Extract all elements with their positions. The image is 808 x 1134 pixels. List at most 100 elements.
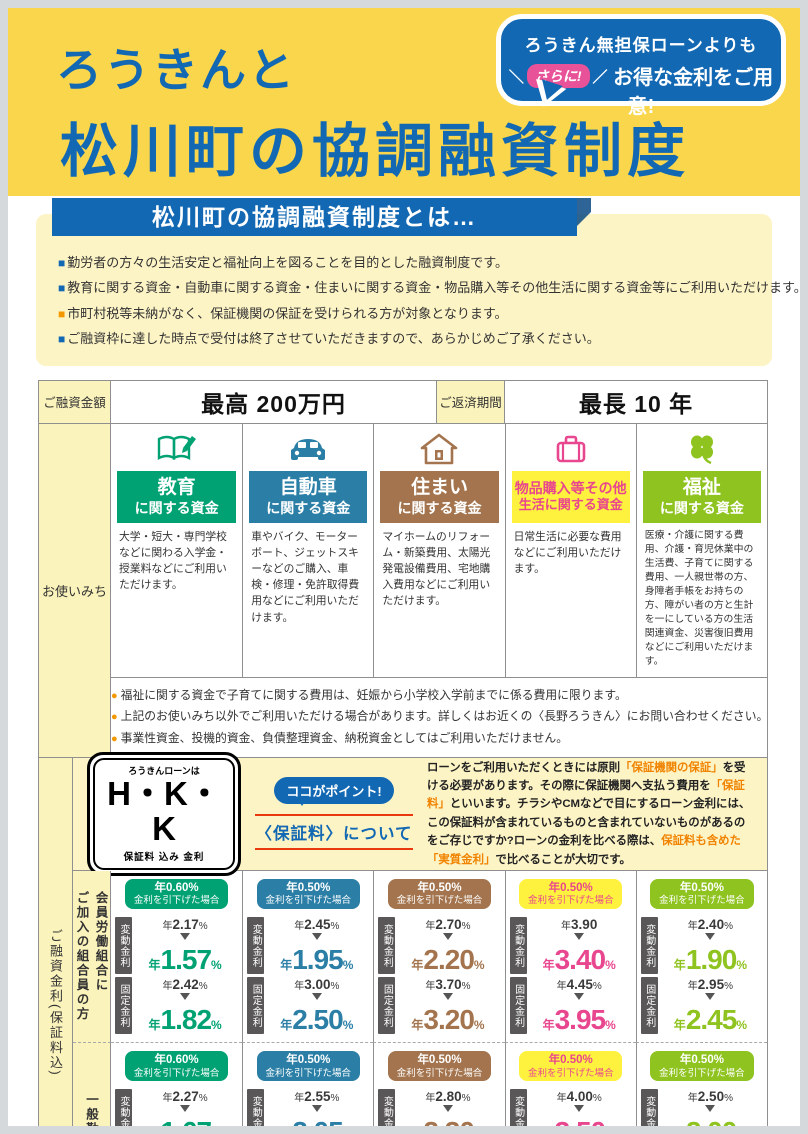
repayment-period-label: ご返済期間: [437, 380, 505, 423]
about-bullet: ■ 勤労者の方々の生活安定と福祉向上を図ることを目的とした融資制度です。: [58, 255, 508, 270]
promo-line2-text: お得な金利をご用意!: [613, 67, 774, 118]
fixed-rate: 固定金利 年3.70% 年3.20%: [378, 977, 500, 1035]
usage-note: ● 上記のお使いみち以外でご利用いただける場合があります。詳しくはお近くの〈長野ろ…: [111, 709, 769, 724]
arrow-down-icon: [180, 933, 191, 945]
rate-cell-union-welfare: 年0.50% 金利を引下げた場合 変動金利 年2.40% 年1.90% 固定金利 年2.…: [635, 870, 767, 1043]
point-badge: ココがポイント!: [274, 777, 394, 807]
rate-discount-badge: 年0.60% 金利を引下げた場合: [124, 1051, 229, 1082]
book-pencil-icon: [111, 430, 242, 468]
house-icon: [374, 430, 504, 468]
variable-rate: 変動金利 年2.40% 年1.90%: [640, 917, 763, 975]
variable-rate-tag: 変動金利: [378, 1089, 396, 1126]
arrow-down-icon: [705, 993, 716, 1005]
about-bullet: ■ 教育に関する資金・自動車に関する資金・住まいに関する資金・物品購入等その他生活…: [58, 280, 800, 296]
rate-discount-badge: 年0.50% 金利を引下げた場合: [518, 878, 623, 910]
rate-discount-badge: 年0.50% 金利を引下げた場合: [518, 1051, 623, 1082]
variable-rate: 変動金利 年2.17% 年1.57%: [115, 917, 238, 975]
loan-amount-label: ご融資金額: [39, 380, 111, 423]
rate-discount-badge: 年0.50% 金利を引下げた場合: [650, 878, 754, 910]
bullet-square-icon: ■: [58, 332, 66, 347]
loan-table: ご融資金額 最高 200万円 ご返済期間 最長 10 年 お使いみち 教育 に関す…: [38, 379, 769, 1126]
variable-rate-tag: 変動金利: [640, 917, 658, 975]
rate-discount-badge: 年0.50% 金利を引下げた場合: [650, 1051, 754, 1082]
arrow-down-icon: [442, 993, 453, 1005]
group-label-general: 一般勤労者: [73, 1042, 111, 1126]
arrow-down-icon: [442, 1105, 453, 1117]
arrow-down-icon: [180, 1105, 191, 1117]
usage-notes: ● 福祉に関する資金で子育てに関する費用は、妊娠から小学校入学前までに係る費用に限…: [111, 677, 769, 757]
arrow-down-icon: [574, 933, 585, 945]
about-bullet: ■ 市町村税等未納がなく、保証機関の保証を受けられる方が対象となります。: [58, 305, 508, 321]
arrow-down-icon: [442, 933, 453, 945]
category-desc: 大学・短大・専門学校などに関わる入学金・授業料などにご利用いただけます。: [119, 530, 227, 592]
category-title: 住まい に関する資金: [380, 470, 499, 523]
rate-cell-union-goods: 年0.50% 金利を引下げた場合 変動金利 年3.90 年3.40% 固定金利 年4.4…: [504, 870, 636, 1043]
clover-icon: [637, 430, 767, 468]
category-title: 自動車 に関する資金: [249, 470, 368, 523]
rate-cell-union-car: 年0.50% 金利を引下げた場合 変動金利 年2.45% 年1.95% 固定金利 年3.…: [242, 870, 373, 1043]
about-bullet: ■ ご融資枠に達した時点で受付は終了させていただきますので、あらかじめご了承くださ…: [58, 331, 600, 347]
category-desc: 車やバイク、モーターボート、ジェットスキーなどのご購入、車検・修理・免許取得費用…: [251, 530, 360, 624]
hkk-logo-bottom: 保証料 込み 金利: [123, 851, 205, 863]
flyer-page: ろうきんと ろうきん無担保ローンよりも ＼ さらに! ／ お得な金利をご用意! 松川…: [8, 8, 800, 1126]
brand-name: ろうきんと: [56, 44, 296, 96]
bullet-square-icon: ■: [58, 306, 66, 321]
category-desc: 医療・介護に関する費用、介護・育児休業中の生活費、子育てに関する費用、一人親世帯…: [644, 529, 754, 668]
repayment-period-value: 最長 10 年: [578, 390, 694, 417]
promo-line1: ろうきん無担保ローンよりも: [524, 36, 758, 55]
fixed-rate-tag: 固定金利: [247, 977, 265, 1035]
arrow-down-icon: [180, 993, 191, 1005]
variable-rate-tag: 変動金利: [640, 1089, 658, 1126]
arrow-down-icon: [311, 1105, 322, 1117]
variable-rate: 変動金利 年2.70% 年2.20%: [378, 917, 500, 975]
rate-discount-badge: 年0.50% 金利を引下げた場合: [256, 1051, 361, 1082]
bullet-dot-icon: ●: [111, 711, 118, 724]
fixed-rate: 固定金利 年4.45% 年3.95%: [509, 977, 632, 1035]
decor-slash-right: ／: [592, 69, 608, 86]
category-car: 自動車 に関する資金 車やバイク、モーターボート、ジェットスキーなどのご購入、車検…: [242, 423, 373, 678]
variable-rate-tag: 変動金利: [509, 1089, 527, 1126]
fixed-rate-tag: 固定金利: [509, 977, 527, 1035]
usage-note: ● 事業性資金、投機的資金、負債整理資金、納税資金としてはご利用いただけません。: [111, 730, 568, 745]
rate-discount-badge: 年0.60% 金利を引下げた場合: [124, 878, 229, 910]
rate-grid: 会員労働組合に ご加入の組合員の方 年0.60% 金利を引下げた場合 変動金利 年2.…: [73, 870, 767, 1126]
loan-terms-row: ご融資金額 最高 200万円 ご返済期間 最長 10 年: [39, 380, 767, 424]
about-section: ■ 勤労者の方々の生活安定と福祉向上を図ることを目的とした融資制度です。 ■ 教育に…: [36, 198, 800, 366]
arrow-down-icon: [705, 933, 716, 945]
hkk-logo-main: H・K・K: [107, 775, 221, 847]
page-title: 松川町の協調融資制度: [60, 119, 691, 184]
usage-label: お使いみち: [39, 423, 111, 757]
promo-line2: ＼ さらに! ／ お得な金利をご用意!: [501, 61, 781, 119]
hkk-logo-top: ろうきんローンは: [128, 766, 200, 777]
category-title: 物品購入等その他 生活に関する資金: [511, 470, 630, 523]
category-title: 福祉 に関する資金: [642, 470, 761, 523]
category-title: 教育 に関する資金: [117, 470, 237, 523]
hkk-logo: ろうきんローンは H・K・K 保証料 込み 金利: [87, 752, 241, 876]
guarantee-fee-paragraph: ローンをご利用いただくときには原則「保証機関の保証」を受ける必要があります。その…: [427, 761, 751, 866]
rate-cell-union-home: 年0.50% 金利を引下げた場合 変動金利 年2.70% 年2.20% 固定金利 年3.…: [373, 870, 504, 1043]
category-goods: 物品購入等その他 生活に関する資金 日常生活に必要な費用などにご利用いただけます。: [504, 423, 636, 678]
variable-rate-tag: 変動金利: [378, 917, 396, 975]
arrow-down-icon: [574, 1105, 585, 1117]
usage-note: ● 福祉に関する資金で子育てに関する費用は、妊娠から小学校入学前までに係る費用に限…: [111, 688, 627, 703]
rate-discount-badge: 年0.50% 金利を引下げた場合: [256, 878, 361, 910]
category-home: 住まい に関する資金 マイホームのリフォーム・新築費用、太陽光発電設備費用、宅地購…: [373, 423, 504, 678]
bullet-dot-icon: ●: [111, 690, 118, 703]
fixed-rate-tag: 固定金利: [115, 977, 132, 1035]
suitcase-icon: [506, 430, 636, 468]
variable-rate-tag: 変動金利: [247, 1089, 265, 1126]
rate-discount-badge: 年0.50% 金利を引下げた場合: [387, 1051, 492, 1082]
rate-cell-union-education: 年0.60% 金利を引下げた場合 変動金利 年2.17% 年1.57% 固定金利 年2.…: [111, 871, 242, 1042]
category-welfare: 福祉 に関する資金 医療・介護に関する費用、介護・育児休業中の生活費、子育てに関す…: [635, 423, 767, 678]
arrow-down-icon: [311, 993, 322, 1005]
group-label-union: 会員労働組合に ご加入の組合員の方: [73, 870, 111, 1043]
usage-row: お使いみち 教育 に関する資金 大学・短大・専門学校などに関わる入学金・授業料など…: [39, 423, 769, 758]
hkk-explainer: ろうきんローンは H・K・K 保証料 込み 金利 ココがポイント! 〈保証料〉に…: [73, 752, 767, 876]
category-columns: 教育 に関する資金 大学・短大・専門学校などに関わる入学金・授業料などにご利用いた…: [111, 423, 769, 757]
